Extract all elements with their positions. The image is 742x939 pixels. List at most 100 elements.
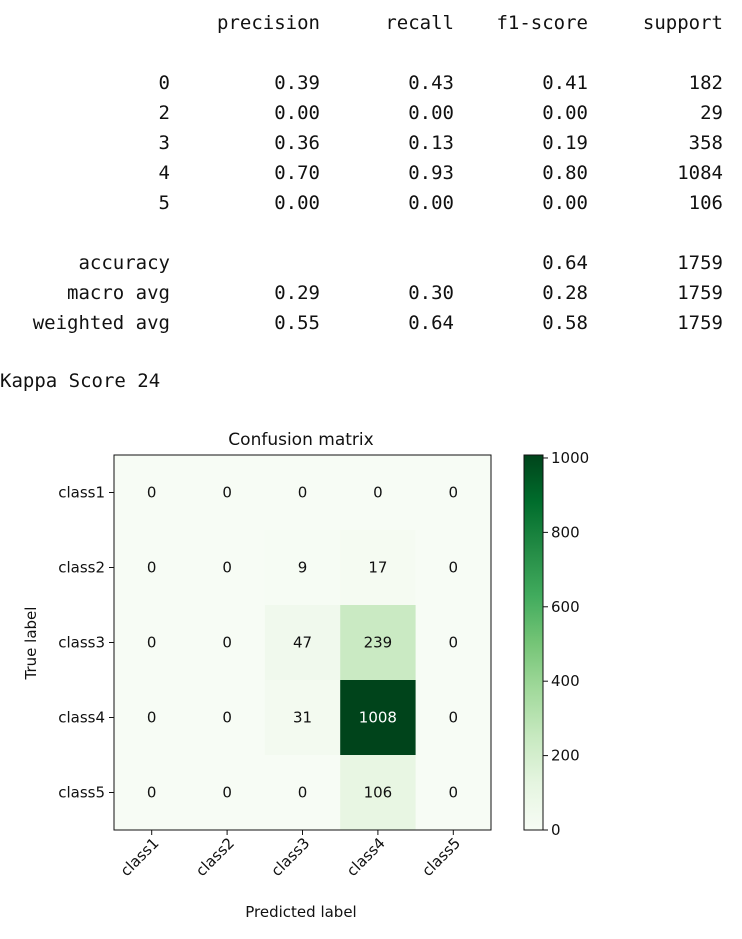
heatmap-cell	[415, 605, 492, 681]
report-cell: 182	[688, 72, 723, 94]
report-cell: 0.29	[274, 282, 320, 304]
heatmap-cell	[114, 455, 190, 531]
heatmap-cell	[264, 605, 341, 681]
x-tick-label: class2	[192, 834, 238, 880]
cell-value-label: 0	[373, 484, 383, 502]
report-cell: 3	[158, 132, 170, 154]
heatmap-cell	[415, 755, 492, 831]
cell-value-label: 9	[298, 559, 308, 577]
colorbar-tick-label: 1000	[551, 449, 589, 467]
report-cell: 29	[700, 102, 723, 124]
classification-report: precision recall f1-score support 0 0.39…	[0, 8, 742, 338]
report-cell: 0.00	[542, 102, 588, 124]
heatmap-cell	[114, 530, 190, 606]
report-cell: 0.00	[274, 102, 320, 124]
report-cell: 1084	[677, 162, 723, 184]
colorbar	[523, 454, 544, 831]
report-cell: 1759	[677, 252, 723, 274]
report-cell: 0	[158, 72, 170, 94]
report-cell: 0.43	[408, 72, 454, 94]
cell-value-label: 0	[449, 634, 459, 652]
heatmap-cell	[264, 680, 341, 756]
cell-value-label: 0	[147, 709, 157, 727]
y-tick-label: class5	[58, 784, 105, 802]
cell-value-label: 47	[293, 634, 312, 652]
heatmap-cell	[264, 455, 341, 531]
cell-value-label: 0	[298, 784, 308, 802]
cell-value-label: 0	[222, 784, 232, 802]
report-header-row: precision recall f1-score support	[0, 8, 742, 38]
report-cell: accuracy	[78, 252, 170, 274]
cell-value-label: 0	[449, 484, 459, 502]
heatmap-cell	[340, 680, 417, 756]
report-cell: 0.70	[274, 162, 320, 184]
report-cell: 358	[688, 132, 723, 154]
report-cell: macro avg	[67, 282, 170, 304]
cell-value-label: 0	[222, 634, 232, 652]
heatmap-cells: 0 0 0 0 0 0 0 9 17 0 0 0 47 239 0 0 0 31 1008 0 0 0 0 106 0	[114, 455, 492, 831]
report-cell: 0.00	[408, 102, 454, 124]
report-cell: 0.93	[408, 162, 454, 184]
y-tick-label: class1	[58, 484, 105, 502]
report-summary-row: accuracy 0.64 1759	[0, 248, 742, 278]
x-tick-label: class3	[268, 834, 314, 880]
x-tick-label: class5	[418, 834, 464, 880]
report-header-cell: support	[642, 12, 723, 34]
cell-value-label: 0	[147, 634, 157, 652]
report-cell: 2	[158, 102, 170, 124]
y-axis: class1 class2 class3 class4 class5	[58, 484, 114, 802]
heatmap-cell	[189, 680, 266, 756]
x-axis-label: Predicted label	[245, 903, 356, 921]
x-tick-label: class1	[117, 834, 163, 880]
cell-value-label: 106	[364, 784, 393, 802]
report-spacer	[0, 218, 742, 248]
colorbar-tick-label: 200	[551, 747, 580, 765]
report-cell: 0.58	[542, 312, 588, 334]
report-cell: 0.00	[274, 192, 320, 214]
heatmap-cell	[264, 530, 341, 606]
confusion-matrix-chart: Confusion matrix 0 0 0 0 0 0 0 9 17 0 0 0 47 239 0 0 0 31…	[22, 430, 589, 921]
report-cell: 0.41	[542, 72, 588, 94]
report-spacer	[0, 38, 742, 68]
report-class-row: 0 0.39 0.43 0.41 182	[0, 68, 742, 98]
heatmap-cell	[340, 455, 417, 531]
report-header-cell: recall	[385, 12, 454, 34]
heatmap-cell	[189, 605, 266, 681]
cell-value-label: 0	[222, 559, 232, 577]
report-cell: 0.64	[408, 312, 454, 334]
heatmap-cell	[340, 605, 417, 681]
report-header-cell: f1-score	[496, 12, 588, 34]
x-axis: class1 class2 class3 class4 class5	[117, 830, 464, 880]
y-tick-label: class4	[58, 709, 105, 727]
heatmap-cell	[114, 680, 190, 756]
heatmap-cell	[189, 455, 266, 531]
report-cell: 0.30	[408, 282, 454, 304]
colorbar-tick-label: 800	[551, 523, 580, 541]
report-cell: 0.00	[542, 192, 588, 214]
kappa-score: Kappa Score 24	[0, 370, 161, 392]
y-tick-label: class3	[58, 634, 105, 652]
report-summary-row: macro avg 0.29 0.30 0.28 1759	[0, 278, 742, 308]
chart-title: Confusion matrix	[228, 430, 373, 450]
report-class-row: 3 0.36 0.13 0.19 358	[0, 128, 742, 158]
cell-value-label: 0	[449, 559, 459, 577]
heatmap-cell	[415, 530, 492, 606]
cell-value-label: 0	[222, 484, 232, 502]
cell-value-label: 239	[364, 634, 393, 652]
report-cell: 106	[688, 192, 723, 214]
heatmap-cell	[340, 530, 417, 606]
heatmap-cell	[114, 755, 190, 831]
report-cell: 0.80	[542, 162, 588, 184]
colorbar-tick-label: 0	[551, 821, 561, 839]
y-axis-label: True label	[22, 607, 40, 681]
report-header-cell: precision	[217, 12, 320, 34]
report-cell: 0.39	[274, 72, 320, 94]
cell-value-label: 1008	[359, 709, 397, 727]
report-class-row: 4 0.70 0.93 0.80 1084	[0, 158, 742, 188]
colorbar-tick-label: 400	[551, 672, 580, 690]
cell-value-label: 0	[449, 784, 459, 802]
cell-value-label: 0	[222, 709, 232, 727]
heatmap-cell	[340, 755, 417, 831]
cell-value-label: 0	[147, 484, 157, 502]
report-cell: 4	[158, 162, 170, 184]
